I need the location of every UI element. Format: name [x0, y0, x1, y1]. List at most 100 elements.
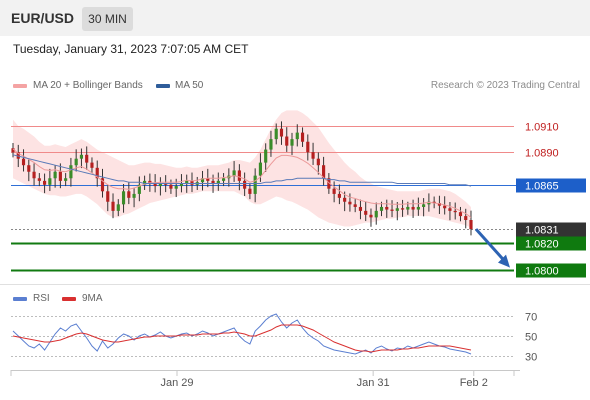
candle-body — [316, 158, 320, 166]
candle-body — [64, 178, 68, 181]
candle-body — [237, 170, 241, 181]
instrument-title: EUR/USD — [11, 10, 75, 26]
credit-text: Research © 2023 Trading Central — [430, 80, 580, 91]
level-label-1.0865: 1.0865 — [525, 181, 559, 193]
candle-body — [85, 154, 89, 163]
projection-arrow-shaft — [474, 228, 508, 264]
candle-body — [111, 201, 115, 211]
candle-body — [290, 139, 294, 146]
candle-body — [295, 132, 299, 140]
ma50-line — [12, 154, 472, 187]
candle-body — [469, 220, 473, 230]
candle-body — [258, 162, 263, 176]
candle-body — [432, 201, 436, 204]
level-tag-1.0820 — [516, 236, 586, 251]
candle-body — [379, 206, 384, 211]
projection-arrow-head — [498, 254, 510, 268]
x-tick-label: Feb 2 — [460, 377, 488, 389]
candle-body — [211, 180, 215, 184]
candle-body — [285, 136, 289, 146]
timeframe-badge[interactable]: 30 MIN — [82, 7, 133, 31]
candle-body — [190, 180, 194, 185]
candle-body — [464, 216, 468, 220]
candle-body — [458, 212, 463, 217]
candle-body — [21, 158, 26, 166]
ma9-legend-swatch — [62, 297, 76, 301]
candle-body — [437, 203, 441, 206]
candle-body — [343, 197, 347, 202]
candle-body — [100, 178, 105, 192]
candle-body — [443, 205, 447, 209]
bollinger-legend-label: MA 20 + Bollinger Bands — [33, 80, 143, 91]
rsi-legend-swatch — [13, 297, 27, 301]
x-tick-label: Jan 29 — [160, 377, 193, 389]
candle-body — [106, 191, 110, 202]
candle-body — [332, 188, 336, 194]
candle-body — [174, 186, 178, 189]
rsi-level-label-50: 50 — [525, 332, 537, 344]
rsi-level-label-30: 30 — [525, 352, 537, 364]
candle-body — [74, 158, 78, 166]
candle-body — [27, 165, 31, 172]
candle-body — [337, 193, 341, 198]
candle-body — [243, 180, 247, 189]
rsi-legend-label: RSI — [33, 293, 50, 304]
candle-body — [206, 178, 210, 181]
candle-body — [164, 183, 168, 185]
candle-body — [374, 210, 378, 218]
candle-body — [269, 139, 273, 150]
rsi-level-label-70: 70 — [525, 312, 537, 324]
candle-body — [264, 149, 268, 163]
candle-body — [422, 204, 426, 207]
candle-body — [364, 210, 368, 215]
candle-body — [116, 204, 120, 211]
level-label-1.0820: 1.0820 — [525, 239, 559, 251]
candle-body — [427, 201, 431, 205]
candle-body — [169, 184, 173, 189]
candle-body — [448, 208, 452, 211]
candle-body — [43, 180, 47, 185]
ma50-legend-label: MA 50 — [175, 80, 204, 91]
chart-datetime: Tuesday, January 31, 2023 7:07:05 AM CET — [13, 42, 249, 56]
candle-body — [48, 178, 52, 185]
candle-body — [11, 148, 15, 153]
candle-body — [300, 132, 305, 142]
candle-body — [158, 183, 162, 187]
level-tag-1.0831 — [516, 222, 586, 237]
candle-body — [274, 128, 278, 140]
candle-body — [69, 165, 73, 179]
candle-body — [311, 152, 315, 159]
candle-body — [37, 178, 41, 181]
candle-body — [121, 191, 126, 205]
candle-body — [279, 128, 284, 137]
level-tag-1.0865 — [516, 178, 586, 193]
candle-body — [385, 206, 389, 210]
candle-body — [153, 183, 157, 187]
candle-body — [179, 183, 184, 187]
candle-body — [453, 210, 457, 213]
candle-body — [327, 178, 331, 189]
candle-body — [406, 206, 410, 210]
candle-body — [358, 206, 363, 211]
candle-body — [248, 188, 252, 194]
candle-body — [411, 206, 415, 210]
candle-body — [216, 180, 220, 184]
candle-body — [369, 214, 373, 218]
candle-body — [348, 201, 352, 205]
level-label-1.0890: 1.0890 — [525, 148, 559, 160]
candle-body — [232, 170, 236, 176]
ma50-legend-swatch — [156, 84, 170, 88]
rsi-ma9-line — [12, 324, 472, 353]
candle-body — [132, 193, 136, 198]
candle-body — [90, 162, 94, 168]
candle-body — [322, 165, 326, 179]
candle-body — [137, 184, 141, 194]
candle-body — [416, 206, 420, 210]
level-tag-1.0800 — [516, 263, 586, 278]
candle-body — [16, 152, 20, 159]
ma20-line — [12, 148, 472, 218]
candle-body — [395, 208, 399, 211]
candle-body — [127, 191, 131, 198]
candle-body — [221, 178, 226, 181]
